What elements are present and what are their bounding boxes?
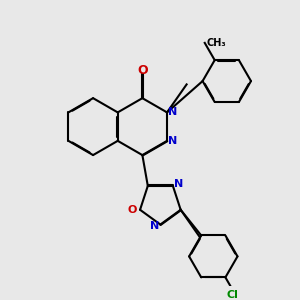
Text: N: N bbox=[168, 136, 178, 146]
Text: N: N bbox=[150, 221, 159, 231]
Text: N: N bbox=[174, 179, 184, 190]
Text: Cl: Cl bbox=[226, 290, 238, 300]
Text: CH₃: CH₃ bbox=[206, 38, 226, 48]
Text: N: N bbox=[168, 107, 178, 117]
Text: O: O bbox=[137, 64, 148, 77]
Text: O: O bbox=[128, 205, 137, 215]
